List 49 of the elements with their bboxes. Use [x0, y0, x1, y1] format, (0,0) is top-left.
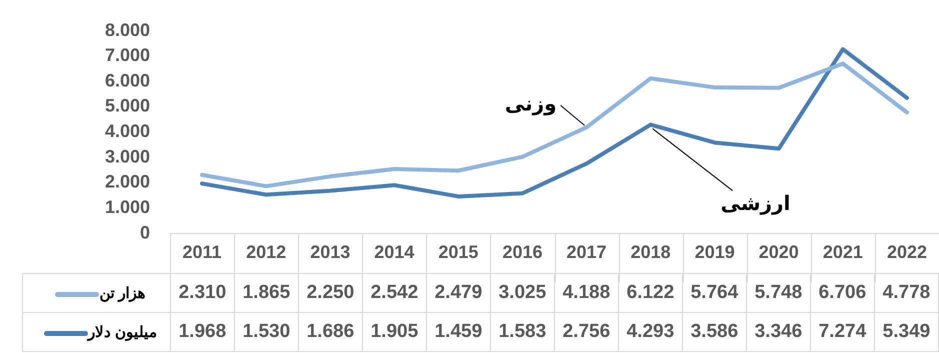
data-label: 5.349	[874, 312, 938, 352]
y-tick-label: 5.000	[104, 96, 150, 116]
data-label: 1.686	[298, 312, 362, 352]
x-tick-label: 2011	[182, 242, 222, 262]
data-label: 1.968	[170, 312, 234, 352]
annotation: وزنی	[504, 92, 557, 116]
x-tick-label: 2016	[502, 242, 542, 262]
data-label: 7.274	[810, 312, 874, 352]
data-label: 5.764	[682, 274, 746, 312]
x-tick-label: 2012	[246, 242, 286, 262]
x-tick-label: 2020	[758, 242, 799, 262]
x-tick-label: 2013	[310, 242, 350, 262]
y-tick-label: 1.000	[104, 197, 150, 218]
x-tick-label: 2019	[694, 242, 735, 262]
legend-label: میلیون دلار	[22, 312, 170, 352]
data-label: 2.310	[170, 274, 234, 312]
data-label: 2.479	[426, 274, 490, 312]
data-label: 2.756	[554, 312, 618, 352]
x-tick-label: 2022	[886, 242, 927, 262]
data-label: 1.865	[234, 274, 298, 312]
x-tick-label: 2014	[374, 242, 414, 262]
legend-label: هزار تن	[22, 274, 170, 312]
data-label: 2.542	[362, 274, 426, 312]
data-label: 4.293	[618, 312, 682, 352]
data-label: 4.188	[554, 274, 618, 312]
x-tick-label: 2015	[438, 242, 478, 262]
data-label: 1.530	[234, 312, 298, 352]
data-label: 1.583	[490, 312, 554, 352]
y-tick-label: 6.000	[104, 70, 150, 90]
data-label: 6.706	[810, 274, 874, 312]
y-tick-label: 0	[140, 222, 150, 242]
data-label: 1.459	[426, 312, 490, 352]
y-tick-label: 2.000	[104, 172, 150, 192]
data-label: 3.346	[746, 312, 810, 352]
x-tick-label: 2018	[630, 242, 671, 262]
y-tick-label: 4.000	[104, 121, 150, 142]
data-label: 3.025	[490, 274, 554, 312]
data-label: 3.586	[682, 312, 746, 352]
data-label: 5.748	[746, 274, 810, 312]
data-label: 2.250	[298, 274, 362, 312]
x-tick-label: 2017	[566, 242, 607, 262]
data-label: 6.122	[618, 274, 682, 312]
x-tick-label: 2021	[822, 242, 863, 262]
y-tick-label: 8.000	[104, 20, 150, 40]
y-tick-label: 3.000	[104, 146, 150, 166]
annotation: ارزشی	[720, 190, 790, 215]
data-label: 4.778	[874, 274, 938, 312]
y-tick-label: 7.000	[104, 45, 150, 66]
data-label: 1.905	[362, 312, 426, 352]
